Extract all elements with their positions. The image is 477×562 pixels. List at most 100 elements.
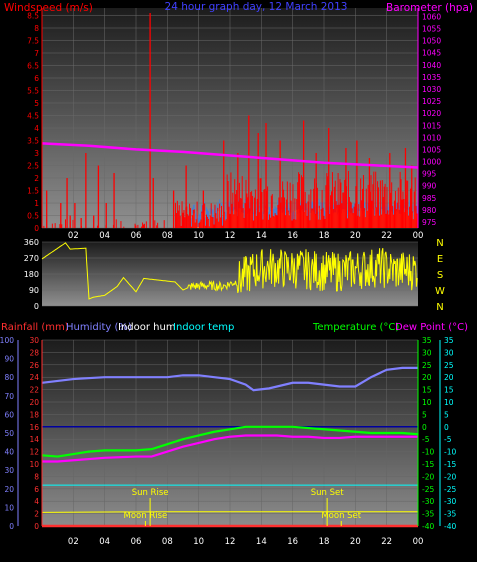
baro-ytick-label: 1060 [422,12,441,21]
wind-ytick-labels: 0 0.5 1 1.5 2 2.5 3 3.5 4 4.5 5 5.5 6 6.5 7 7.5 8 8.5 [27,12,39,234]
rain-ytick-label: 18 [29,410,39,419]
wind-xtick-label: 08 [162,231,173,241]
wind-xtick-label: 10 [193,231,204,241]
compass-label: S [437,270,443,281]
temp-ytick-label: -30 [422,497,434,506]
baro-ytick-label: 1050 [422,37,441,46]
humidity-ytick-label: 80 [4,373,14,382]
dewpoint-ytick-label: -30 [444,497,456,506]
temp-ytick-labels: -40 -35 -30 -25 -20 -15 -10 -5 0 5 10 15 20 25 30 35 [422,336,434,531]
temp-xtick-label: 02 [68,537,79,547]
wind-ytick-label: 4 [34,124,39,133]
wind-ytick-label: 6.5 [27,62,39,71]
wind-xtick-label: 16 [287,231,298,241]
rain-ytick-label: 8 [34,472,39,481]
wind-ytick-label: 7 [34,49,39,58]
rain-ytick-label: 14 [29,435,39,444]
wind-xtick-label: 22 [381,231,392,241]
dewpoint-ytick-label: -35 [444,510,456,519]
humidity-ytick-label: 0 [9,522,14,531]
direction-ytick-labels: 0 90 180 270 360 [24,238,39,311]
temp-ytick-label: -25 [422,485,434,494]
temp-xtick-label: 10 [193,537,204,547]
baro-ytick-label: 1015 [422,121,441,130]
rain-ytick-label: 6 [34,485,39,494]
rain-ytick-label: 0 [34,522,39,531]
compass-label: N [436,238,443,249]
legend-indoor-hum: Indoor hum [118,322,176,333]
dewpoint-ytick-label: 5 [444,410,449,419]
wind-ytick-label: 0.5 [27,212,39,221]
legend-humidity: Humidity (%) [66,322,132,333]
humidity-ytick-label: 70 [4,392,14,401]
humidity-ytick-label: 50 [4,429,14,438]
wind-ytick-label: 0 [34,224,39,233]
humidity-ytick-label: 100 [0,336,14,345]
baro-ytick-label: 985 [422,194,437,203]
wind-xtick-label: 20 [350,231,361,241]
astro-label: Sun Rise [132,488,169,498]
direction-ytick-label: 270 [24,254,39,263]
temp-grid [42,339,419,527]
temp-ytick-label: 10 [422,398,432,407]
temp-xtick-label: 12 [225,537,236,547]
dewpoint-ytick-label: -5 [444,435,452,444]
dewpoint-ytick-label: -15 [444,460,456,469]
baro-ytick-label: 990 [422,182,437,191]
compass-label: N [436,302,443,313]
direction-line [41,242,418,300]
wind-axis-label: Windspeed (m/s) [4,2,93,14]
wind-ytick-label: 7.5 [27,37,39,46]
humidity-ytick-label: 20 [4,485,14,494]
wind-panel: 0 0.5 1 1.5 2 2.5 3 3.5 4 4.5 5 5.5 6 6.5 7 7.5 8 8.5 975… [4,1,473,241]
direction-series [41,242,418,300]
direction-ytick-label: 180 [24,270,39,279]
temp-xtick-labels: 02 04 06 08 10 12 14 16 18 20 22 00 [68,537,423,547]
temp-xtick-label: 16 [287,537,298,547]
dewpoint-ytick-label: 30 [444,348,454,357]
wind-xtick-label: 02 [68,231,79,241]
wind-ytick-label: 2.5 [27,162,39,171]
temp-ytick-label: 25 [422,361,432,370]
rain-ytick-label: 2 [34,510,39,519]
baro-ytick-label: 975 [422,218,437,227]
temp-xtick-label: 08 [162,537,173,547]
wind-ytick-label: 8.5 [27,12,39,21]
rain-ytick-label: 16 [29,423,39,432]
barometer-line [41,142,419,169]
rain-ytick-label: 20 [29,398,39,407]
temp-ytick-label: -40 [422,522,434,531]
humidity-ytick-label: 90 [4,355,14,364]
temp-ytick-label: 30 [422,348,432,357]
dewpoint-ytick-label: 35 [444,336,454,345]
temp-xtick-label: 14 [256,537,267,547]
astro-label: Moon Set [321,511,361,521]
dewpoint-ytick-label: -40 [444,522,456,531]
astro-label: Moon Rise [124,511,168,521]
baro-ytick-label: 1055 [422,25,441,34]
wind-series [43,13,419,228]
direction-grid [42,241,418,307]
baro-ytick-label: 1000 [422,158,441,167]
direction-ytick-label: 0 [34,302,39,311]
temp-xtick-label: 20 [350,537,361,547]
legend-indoor-temp: Indoor temp [173,322,234,333]
temperature-line [41,425,419,458]
indoor-hum-line [41,511,418,513]
compass-label: E [437,254,443,265]
wind-xtick-label: 04 [99,231,110,241]
temp-ytick-label: 15 [422,386,432,395]
dewpoint-ytick-label: 10 [444,398,454,407]
humidity-ytick-label: 40 [4,448,14,457]
wind-xtick-label: 14 [256,231,267,241]
baro-ytick-label: 1025 [422,97,441,106]
rain-ytick-label: 22 [29,386,39,395]
baro-ytick-labels: 975 980 985 990 995 1000 1005 1010 1015 1020 1025 1… [422,12,441,226]
baro-ytick-label: 1030 [422,85,441,94]
astro-label: Sun Set [311,488,344,498]
legend-temperature: Temperature (°C) [312,322,399,333]
direction-ytick-label: 360 [24,238,39,247]
baro-ytick-label: 1045 [422,49,441,58]
